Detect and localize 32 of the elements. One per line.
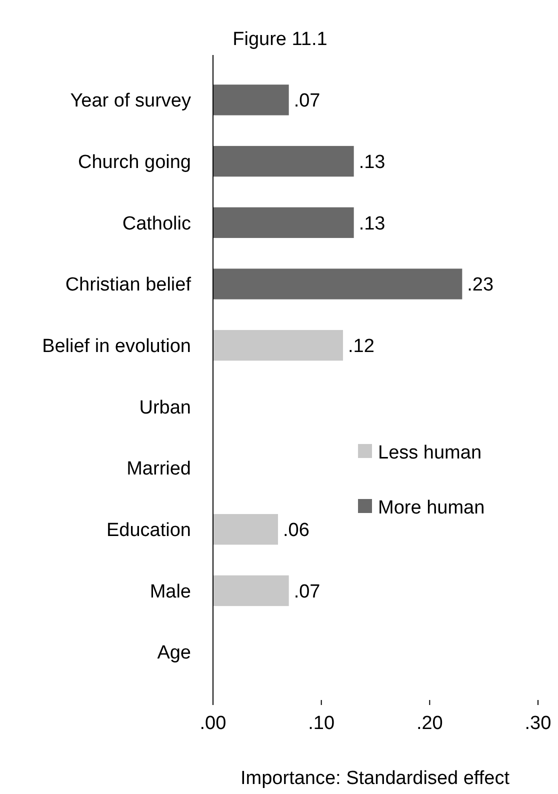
bar: [213, 146, 354, 177]
y-tick-label: Catholic: [122, 213, 191, 234]
chart-title: Figure 11.1: [232, 29, 328, 50]
bar: [213, 268, 462, 300]
y-tick-label: Urban: [139, 397, 191, 418]
data-label: .07: [294, 581, 320, 602]
y-tick-label: Belief in evolution: [42, 336, 191, 357]
legend-label: More human: [378, 498, 485, 519]
data-label: .13: [358, 152, 386, 173]
legend-label: Less human: [378, 442, 482, 464]
x-axis-title: Importance: Standardised effect: [240, 768, 510, 789]
y-tick-label: Male: [150, 581, 191, 602]
bar: [213, 575, 289, 606]
data-label: .12: [348, 336, 374, 357]
x-tick-label: .00: [200, 713, 226, 734]
data-label: .07: [294, 90, 320, 112]
y-tick-label: Church going: [78, 152, 191, 173]
data-label: .23: [467, 274, 494, 296]
y-tick-label: Year of survey: [70, 90, 192, 112]
x-tick-label: .10: [308, 713, 335, 734]
y-tick-label: Age: [157, 642, 191, 664]
y-tick-label: Education: [106, 520, 191, 542]
bar: [213, 84, 289, 116]
y-tick-label: Christian belief: [65, 274, 192, 296]
x-tick-label: .30: [524, 713, 552, 734]
x-tick-label: .20: [416, 713, 443, 734]
bar: [213, 207, 354, 238]
data-label: .13: [358, 213, 386, 234]
bar: [213, 514, 278, 545]
y-tick-label: Married: [126, 458, 191, 480]
bar: [213, 330, 343, 361]
data-label: .06: [283, 520, 310, 542]
